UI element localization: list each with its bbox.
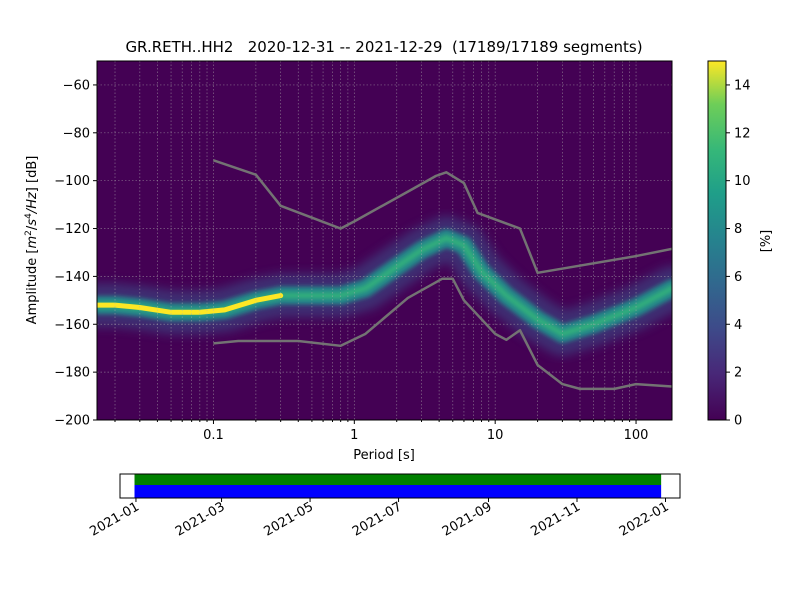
- plot-frame: [96, 60, 673, 421]
- y-label-part: /: [25, 225, 40, 230]
- chart-title: GR.RETH..HH2 2020-12-31 -- 2021-12-29 (1…: [125, 38, 642, 56]
- colorbar-tick-label: 0: [734, 414, 742, 429]
- noise-model-lines: [213, 159, 672, 391]
- nhnm-line: [213, 159, 672, 275]
- y-label-part: s: [25, 219, 40, 226]
- density-layer: [97, 216, 672, 356]
- availability-tick-label: 2021-09: [440, 499, 495, 539]
- colorbar-gradient: [707, 60, 727, 421]
- x-axis-label: Period [s]: [353, 448, 415, 463]
- colorbar-tick-label: 10: [734, 174, 751, 189]
- y-label-part: 2: [24, 230, 34, 236]
- colorbar-tick-label: 14: [734, 78, 751, 93]
- x-tick-label: 100: [624, 428, 649, 443]
- y-tick-label: −120: [54, 222, 90, 237]
- colorbar-tick-label: 8: [734, 222, 742, 237]
- availability-band-gaps: [134, 485, 662, 498]
- availability-bands: [134, 474, 662, 498]
- colorbar-tick-label: 2: [734, 366, 742, 381]
- y-tick-label: −200: [54, 414, 90, 429]
- y-label-part: 4: [24, 213, 34, 219]
- x-tick-label: 0.1: [203, 428, 224, 443]
- y-label-part: Amplitude [: [25, 249, 40, 325]
- y-axis-label: Amplitude [m2/s4/Hz] [dB]: [24, 156, 40, 325]
- y-tick-label: −140: [54, 270, 90, 285]
- y-tick-label: −180: [54, 366, 90, 381]
- colorbar-tick-label: 6: [734, 270, 742, 285]
- availability-x-axis: 2021-01 2021-03 2021-05 2021-07 2021-09 2021-…: [87, 498, 671, 540]
- y-label-part: /Hz: [25, 191, 40, 214]
- plot-background: [97, 61, 672, 420]
- plot-area: 0.1 1 10 100 −60 −80 −100 −120 −140 −160 −180 −200: [54, 60, 673, 443]
- y-label-part: m: [25, 236, 40, 249]
- x-tick-label: 10: [487, 428, 504, 443]
- colorbar-label: [%]: [759, 230, 774, 253]
- y-tick-label: −160: [54, 318, 90, 333]
- availability-tick-label: 2021-01: [87, 499, 142, 539]
- availability-tick-label: 2021-07: [350, 499, 405, 539]
- colorbar-tick-label: 4: [734, 318, 742, 333]
- colorbar-ticks: 0 2 4 6 8 10 12 14: [726, 78, 751, 429]
- y-tick-label: −80: [63, 126, 90, 141]
- availability-band-data: [134, 474, 662, 485]
- grid-lines: [97, 61, 672, 420]
- availability-tick-label: 2021-03: [173, 499, 228, 539]
- colorbar: 0 2 4 6 8 10 12 14 [%]: [707, 60, 774, 429]
- nlnm-line: [213, 277, 672, 391]
- x-tick-label: 1: [350, 428, 358, 443]
- availability-tick-label: 2021-11: [528, 499, 583, 539]
- availability-tick-label: 2022-01: [617, 499, 672, 539]
- availability-tick-label: 2021-05: [262, 499, 317, 539]
- density-peak: [97, 293, 284, 315]
- data-availability-panel: 2021-01 2021-03 2021-05 2021-07 2021-09 2021-…: [87, 473, 681, 540]
- availability-frame-outline: [119, 473, 681, 499]
- colorbar-tick-label: 12: [734, 126, 751, 141]
- y-tick-label: −100: [54, 174, 90, 189]
- x-axis: 0.1 1 10 100: [114, 420, 649, 443]
- y-label-part: ] [dB]: [25, 156, 40, 193]
- y-tick-label: −60: [63, 78, 90, 93]
- y-axis: −60 −80 −100 −120 −140 −160 −180 −200: [54, 78, 97, 429]
